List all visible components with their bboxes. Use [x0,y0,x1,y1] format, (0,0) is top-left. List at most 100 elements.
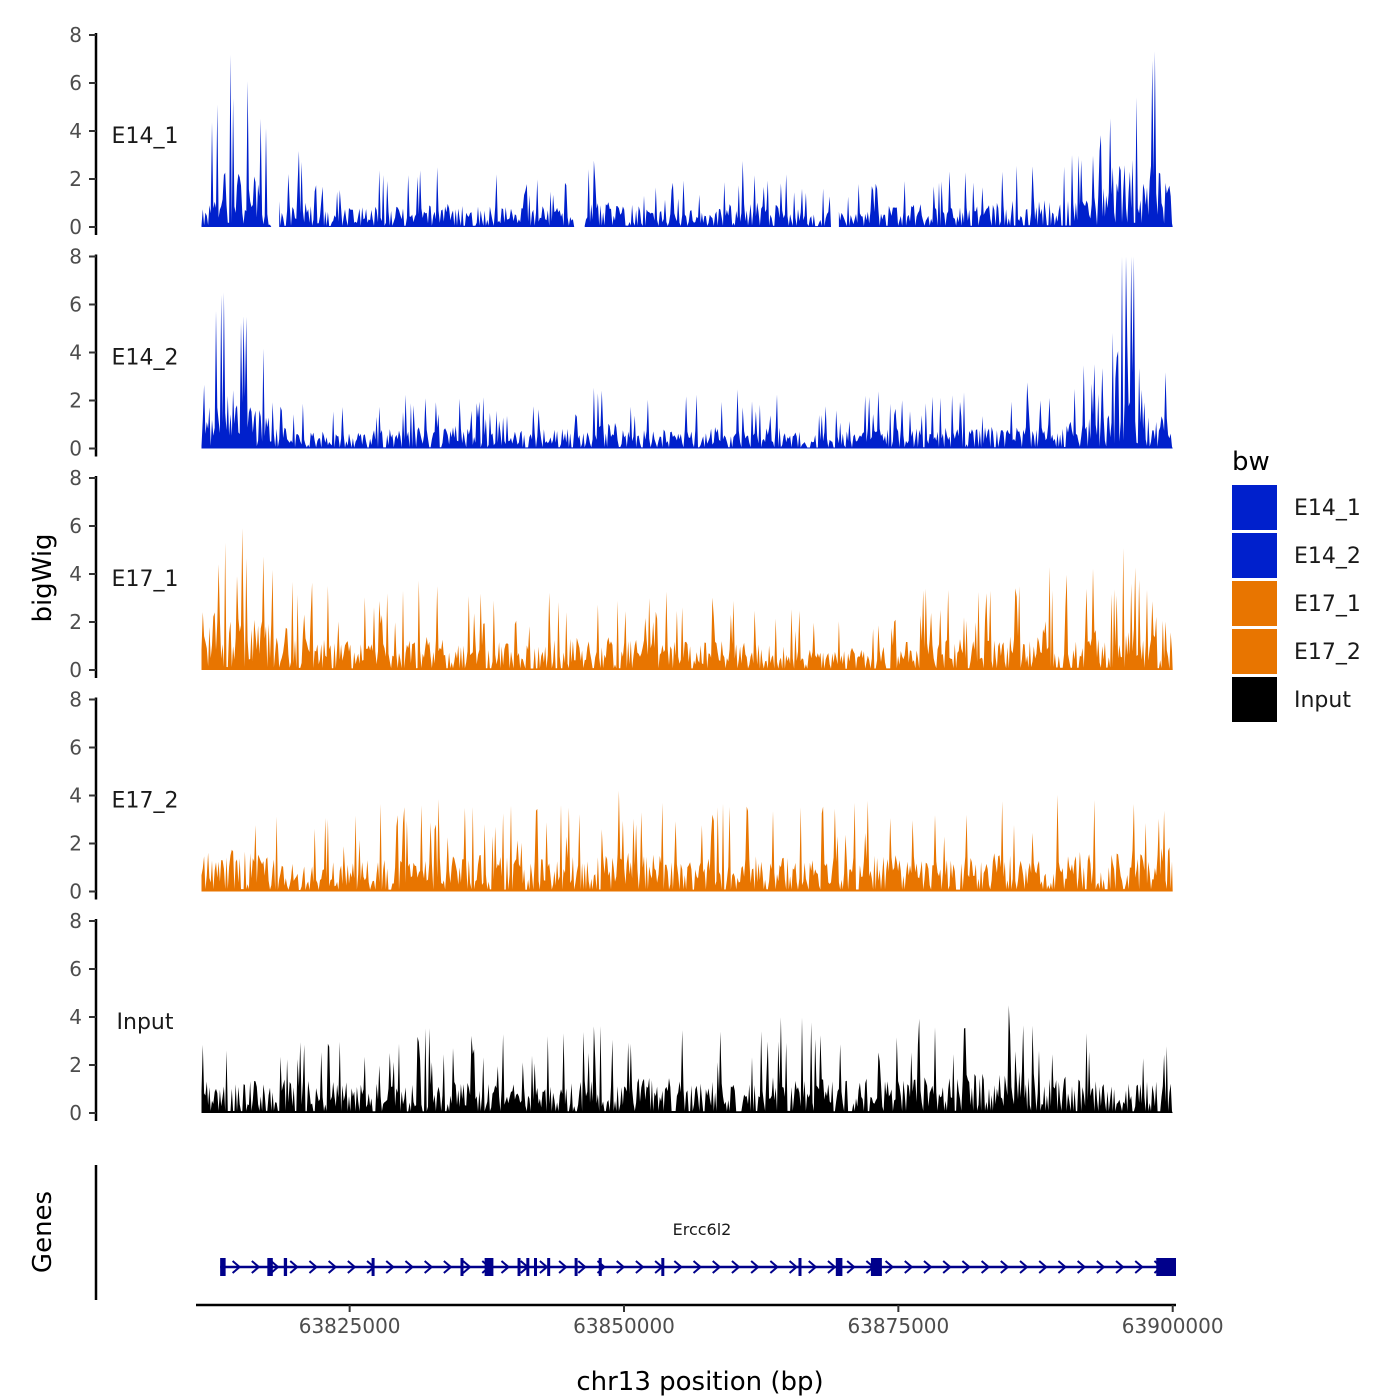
y-tick-label: 4 [69,562,82,586]
x-axis-title: chr13 position (bp) [576,1367,823,1397]
y-tick-label: 8 [69,245,82,269]
strand-arrow [558,1260,568,1274]
strand-arrow [327,1260,338,1274]
strand-arrow [750,1260,760,1274]
legend-label: E14_2 [1294,544,1361,569]
strand-arrow [942,1260,952,1274]
track-label: E17_2 [112,789,179,814]
strand-arrow [289,1260,299,1274]
track-E14_2: 0 2 4 6 8 E14_2 [69,245,1173,461]
x-axis: 63825000 63850000 63875000 63900000 chr13 p… [196,1303,1224,1397]
strand-arrow [1076,1260,1087,1274]
gene-exon [835,1258,843,1276]
x-tick-label: 63825000 [299,1314,401,1338]
y-tick-label: 8 [69,688,82,712]
gene-exon [526,1258,530,1276]
strand-arrow [462,1260,472,1274]
legend-key-E14_2 [1232,533,1277,578]
x-tick-label: 63900000 [1122,1314,1224,1338]
track-E14_1: 0 2 4 6 8 E14_1 [69,23,1173,239]
legend-key-Input [1232,677,1277,722]
track-label: Input [117,1010,174,1035]
gene-exon [547,1258,551,1276]
y-tick-label: 4 [69,784,82,808]
gene-exon [283,1258,288,1276]
strand-arrow [692,1260,703,1274]
strand-arrow [385,1260,395,1274]
gene-exon [517,1258,521,1276]
gene-exon [267,1258,273,1276]
y-tick-label: 8 [69,909,82,933]
strand-arrow [1000,1260,1010,1274]
legend-label: E17_2 [1294,640,1361,665]
strand-arrow [961,1260,971,1274]
x-tick-label: 63850000 [573,1314,675,1338]
x-ticks: 63825000 63850000 63875000 63900000 [299,1305,1224,1338]
x-tick-label: 63875000 [847,1314,949,1338]
strand-arrow [347,1260,357,1274]
track-Input: 0 2 4 6 8 Input [69,909,1173,1125]
track-E17_1: 0 2 4 6 8 E17_1 [69,466,1173,682]
track-label: E14_2 [112,346,179,371]
gene-exon [371,1258,375,1276]
legend-key-E14_1 [1232,485,1277,530]
strand-arrow [577,1260,587,1274]
gene-label: Ercc6l2 [673,1220,732,1239]
y-tick-label: 0 [69,1101,82,1125]
y-tick-label: 2 [69,389,82,413]
strand-arrow [424,1260,434,1274]
y-axis-title: bigWig [28,533,58,622]
strand-arrow [731,1260,741,1274]
strand-arrow [827,1260,837,1274]
y-tick-label: 8 [69,466,82,490]
y-tick-label: 8 [69,23,82,47]
gene-exon [574,1258,578,1276]
y-tick-label: 4 [69,1005,82,1029]
gene-panel: Genes Ercc6l2 [28,1165,1176,1300]
coverage-tracks: 0 2 4 6 8 E14_1 0 2 4 6 8 E14_2 0 2 4 6 8 E17_1 0 2 4 6 8 E17_2… [69,23,1173,1125]
strand-arrow [904,1260,914,1274]
coverage-area-E14_1 [201,51,1173,227]
strand-arrow [923,1260,933,1274]
strand-arrow [980,1260,991,1274]
legend-label: Input [1294,688,1351,713]
strand-arrow [808,1260,818,1274]
strand-arrow [251,1260,261,1274]
strand-arrow [884,1260,895,1274]
coverage-area-E17_1 [201,528,1173,670]
y-tick-label: 6 [69,293,82,317]
strand-arrow [1057,1260,1067,1274]
strand-arrow [1038,1260,1048,1274]
gene-exon [484,1258,494,1276]
strand-arrow [443,1260,453,1274]
strand-arrow [308,1260,318,1274]
track-E17_2: 0 2 4 6 8 E17_2 [69,688,1173,904]
strand-arrow [769,1260,779,1274]
track-label: E14_1 [112,124,179,149]
strand-arrow [712,1260,722,1274]
gene-exon [661,1258,665,1276]
strand-arrow [1019,1260,1029,1274]
strand-arrow [1096,1260,1106,1274]
strand-arrow [231,1260,242,1274]
strand-arrow [500,1260,511,1274]
legend-items: E14_1 E14_2 E17_1 E17_2 Input [1232,485,1361,722]
legend-key-E17_2 [1232,629,1277,674]
gene-exon [460,1258,464,1276]
legend-title: bw [1232,447,1270,477]
gene-exon [598,1258,602,1276]
strand-arrow [616,1260,626,1274]
legend: bw E14_1 E14_2 E17_1 E17_2 Input [1232,447,1361,722]
y-tick-label: 0 [69,215,82,239]
strand-arrow [788,1260,799,1274]
strand-arrow [635,1260,645,1274]
y-tick-label: 4 [69,341,82,365]
genes-axis-title: Genes [28,1191,58,1273]
y-tick-label: 6 [69,514,82,538]
strand-arrow [270,1260,280,1274]
y-tick-label: 0 [69,880,82,904]
y-tick-label: 6 [69,71,82,95]
y-tick-label: 2 [69,1053,82,1077]
gene-exon [220,1258,226,1276]
